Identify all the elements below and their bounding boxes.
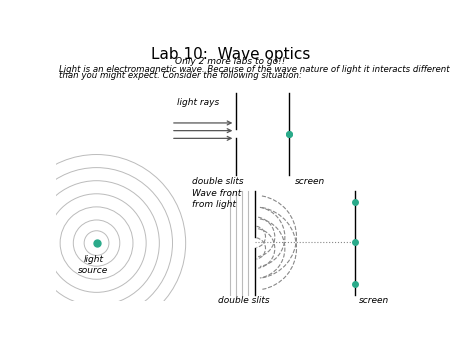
Text: screen: screen xyxy=(359,296,389,305)
Text: Light is an electromagnetic wave. Because of the wave nature of light it interac: Light is an electromagnetic wave. Becaus… xyxy=(58,65,450,74)
Text: Lab 10:  Wave optics: Lab 10: Wave optics xyxy=(151,48,310,63)
Text: Only 2 more labs to go!!: Only 2 more labs to go!! xyxy=(176,57,286,67)
Text: Wave front
from light: Wave front from light xyxy=(192,189,241,209)
Text: double slits: double slits xyxy=(192,177,243,186)
Text: double slits: double slits xyxy=(218,296,270,305)
Text: light rays: light rays xyxy=(177,98,219,106)
Text: screen: screen xyxy=(295,177,325,186)
Text: than you might expect. Consider the following situation:: than you might expect. Consider the foll… xyxy=(58,71,302,80)
Text: light
source: light source xyxy=(78,256,108,275)
